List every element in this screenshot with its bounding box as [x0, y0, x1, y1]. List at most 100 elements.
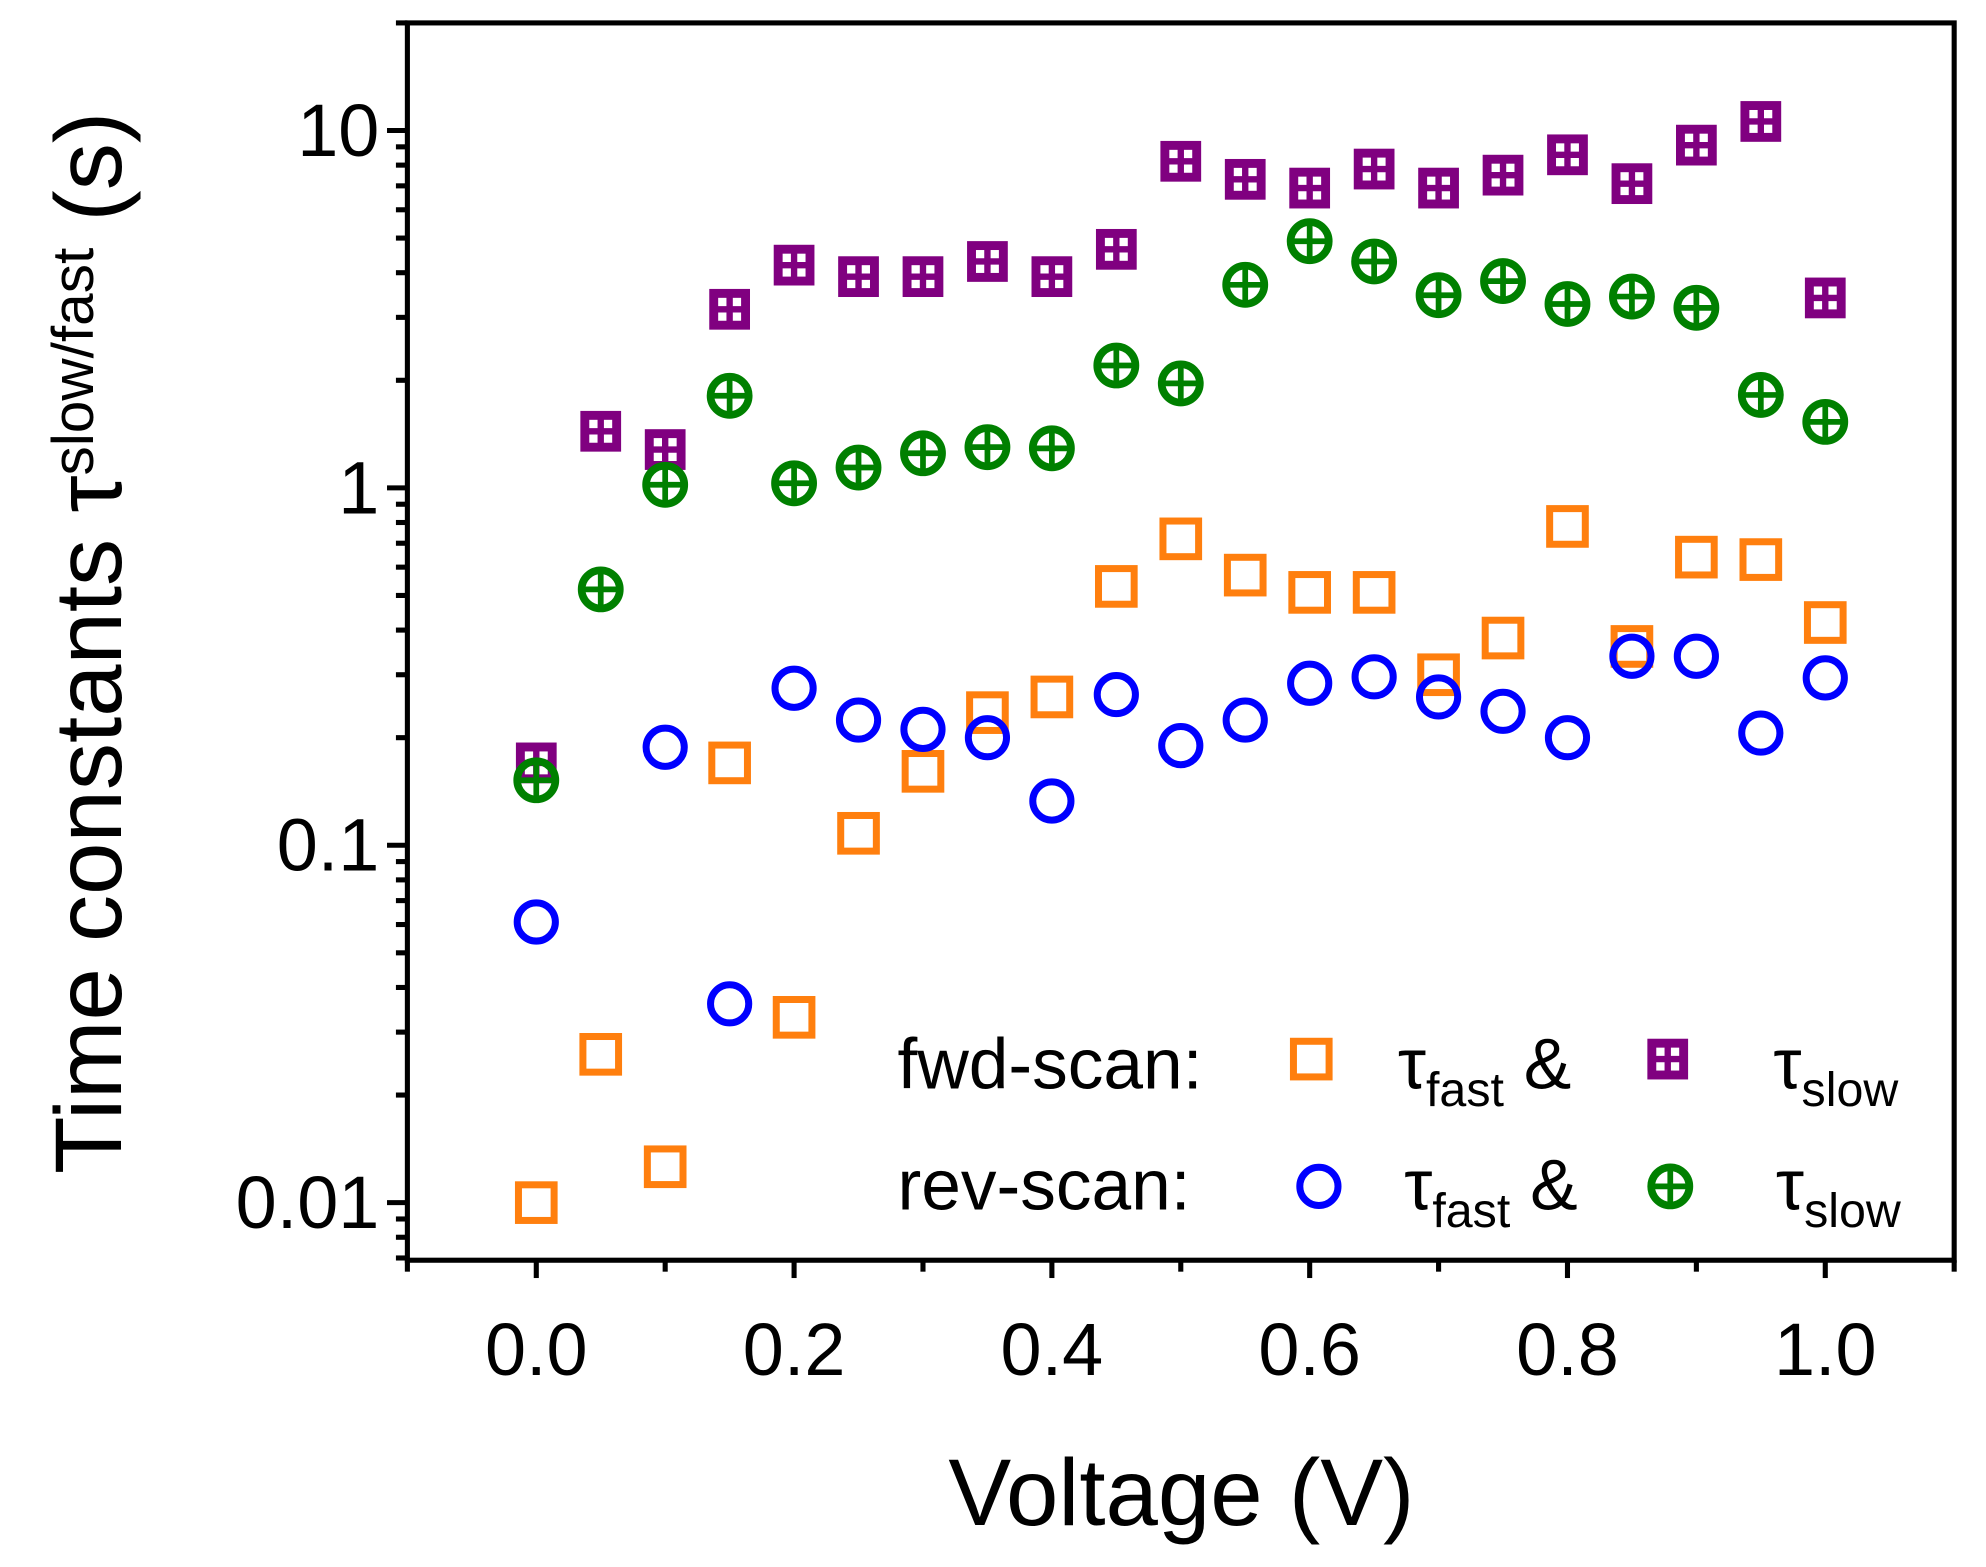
- data-point: [902, 256, 944, 298]
- legend-rev-fast-text: τfast &: [1404, 1145, 1577, 1238]
- data-point: [773, 244, 815, 286]
- data-point: [1740, 101, 1782, 142]
- legend-marker-rev-slow: [1647, 1163, 1694, 1210]
- x-tick-label: 0.4: [1001, 1308, 1104, 1391]
- data-point: [1158, 723, 1204, 769]
- y-tick-label: 0.1: [277, 804, 380, 887]
- data-point: [1157, 360, 1204, 407]
- data-point: [1028, 425, 1075, 472]
- data-point: [1737, 372, 1784, 418]
- x-tick-label: 1.0: [1774, 1308, 1877, 1391]
- data-point: [1802, 655, 1848, 701]
- legend-marker-fwd-fast: [1289, 1037, 1333, 1081]
- data-point: [1287, 660, 1333, 706]
- legend-rev-slow-text: τslow: [1776, 1145, 1902, 1238]
- data-point: [580, 410, 622, 452]
- data-point: [1676, 124, 1717, 166]
- data-point: [1286, 218, 1333, 265]
- data-point: [838, 256, 879, 298]
- data-point: [772, 996, 816, 1039]
- data-point: [964, 715, 1011, 761]
- data-point: [706, 372, 753, 419]
- x-tick-label: 0.8: [1516, 1308, 1619, 1391]
- data-point: [1673, 284, 1720, 331]
- data-point: [1222, 261, 1269, 308]
- data-point: [1222, 697, 1268, 743]
- data-point: [837, 811, 880, 855]
- data-point: [771, 460, 817, 507]
- data-point: [708, 741, 751, 785]
- data-point: [1093, 342, 1140, 389]
- legend-square-cross-icon: [1647, 1038, 1689, 1080]
- data-point: [513, 757, 560, 804]
- data-point: [1611, 163, 1653, 205]
- data-point: [1480, 258, 1526, 304]
- data-point: [1029, 778, 1075, 824]
- data-point: [1095, 228, 1137, 270]
- data-point: [1609, 273, 1655, 320]
- data-point: [1482, 154, 1524, 196]
- data-point: [771, 665, 817, 711]
- legend-marker-fwd-slow: [1647, 1038, 1689, 1080]
- data-point: [900, 706, 946, 752]
- data-point: [1804, 277, 1846, 319]
- x-axis-ticks: 0.0 0.2 0.4 0.6 0.8 1.0: [404, 1260, 1957, 1391]
- legend-fwd-fast-text: τfast &: [1398, 1024, 1571, 1117]
- data-point: [577, 566, 624, 613]
- data-point: [1353, 148, 1395, 190]
- data-point: [1093, 671, 1139, 718]
- data-point: [642, 461, 689, 508]
- data-point: [900, 430, 946, 477]
- x-axis-title: Voltage (V): [948, 1440, 1414, 1545]
- data-point: [644, 429, 686, 470]
- data-point: [1418, 167, 1459, 209]
- data-point: [1803, 601, 1847, 644]
- series-0: [514, 505, 1847, 1224]
- data-point: [1415, 674, 1462, 720]
- data-point: [1160, 140, 1202, 182]
- y-tick-label: 0.01: [236, 1161, 380, 1244]
- data-point: [1288, 571, 1332, 614]
- data-point: [1480, 688, 1526, 734]
- data-point: [1546, 505, 1589, 548]
- y-tick-label: 10: [297, 89, 379, 172]
- legend-label-fwd: fwd-scan:: [898, 1024, 1203, 1104]
- data-point: [579, 1033, 623, 1076]
- data-point: [1415, 272, 1462, 319]
- data-point: [966, 691, 1009, 734]
- y-axis-ticks: 0.01 0.1 1 10: [236, 20, 408, 1261]
- data-point: [1351, 238, 1398, 285]
- data-point: [1031, 256, 1073, 298]
- data-point: [1417, 653, 1460, 697]
- data-point: [1352, 571, 1396, 614]
- data-point: [513, 899, 559, 945]
- legend-square-icon: [1289, 1037, 1333, 1081]
- legend-label-rev: rev-scan:: [898, 1145, 1191, 1225]
- data-point: [1095, 565, 1138, 608]
- data-point: [707, 981, 753, 1027]
- data-point: [1739, 538, 1783, 581]
- data-points: [513, 101, 1849, 1224]
- data-point: [1289, 167, 1331, 209]
- legend-fwd-slow-text: τslow: [1773, 1024, 1899, 1117]
- data-point: [1547, 134, 1588, 176]
- data-point: [1481, 616, 1525, 660]
- data-point: [1224, 158, 1266, 200]
- x-tick-label: 0.6: [1258, 1308, 1361, 1391]
- data-point: [1544, 715, 1591, 761]
- data-point: [1030, 675, 1074, 719]
- series-3: [513, 218, 1849, 804]
- data-point: [1544, 281, 1591, 327]
- data-point: [1673, 633, 1719, 679]
- legend-marker-rev-fast: [1296, 1163, 1342, 1209]
- data-point: [1675, 535, 1718, 579]
- y-tick-label: 1: [338, 446, 379, 529]
- data-point: [1609, 633, 1655, 679]
- x-tick-label: 0.2: [743, 1308, 846, 1391]
- legend-circle-cross-icon: [1647, 1163, 1694, 1210]
- legend-circle-icon: [1296, 1163, 1342, 1209]
- data-point: [643, 1145, 687, 1189]
- x-tick-label: 0.0: [485, 1308, 588, 1391]
- data-point: [1351, 654, 1397, 700]
